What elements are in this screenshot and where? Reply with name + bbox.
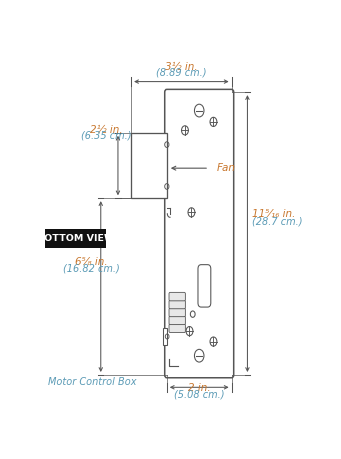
FancyBboxPatch shape xyxy=(165,90,234,378)
FancyBboxPatch shape xyxy=(169,292,186,301)
FancyBboxPatch shape xyxy=(169,324,186,332)
Text: 2 in.: 2 in. xyxy=(188,383,210,393)
FancyBboxPatch shape xyxy=(198,265,211,307)
Text: 6⁵⁄₈ in.: 6⁵⁄₈ in. xyxy=(75,257,108,267)
FancyBboxPatch shape xyxy=(169,316,186,325)
FancyBboxPatch shape xyxy=(169,300,186,309)
FancyBboxPatch shape xyxy=(169,308,186,317)
Text: 11⁵⁄₁₆ in.: 11⁵⁄₁₆ in. xyxy=(252,209,296,219)
Bar xyxy=(45,230,106,248)
Text: (28.7 cm.): (28.7 cm.) xyxy=(252,217,303,226)
Text: Fan: Fan xyxy=(217,163,236,173)
Text: (5.08 cm.): (5.08 cm.) xyxy=(174,390,224,400)
Text: (8.89 cm.): (8.89 cm.) xyxy=(156,67,207,78)
Bar xyxy=(163,328,167,345)
Text: (16.82 cm.): (16.82 cm.) xyxy=(63,263,120,274)
Text: 3½ in.: 3½ in. xyxy=(165,62,198,72)
Text: Motor Control Box: Motor Control Box xyxy=(48,377,137,387)
Text: 2½ in.: 2½ in. xyxy=(90,124,122,134)
Text: BOTTOM VIEW: BOTTOM VIEW xyxy=(37,234,115,243)
Bar xyxy=(131,133,167,198)
Text: (6.35 cm.): (6.35 cm.) xyxy=(81,131,131,141)
